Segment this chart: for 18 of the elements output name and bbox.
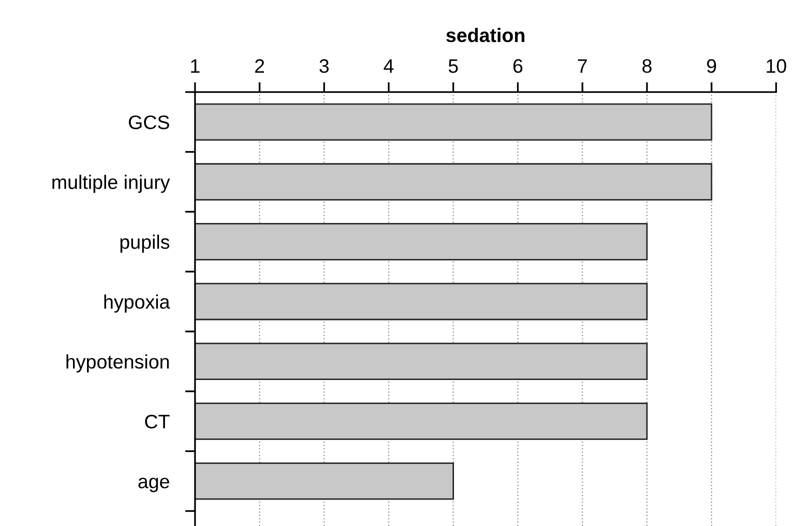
x-tick-label: 6: [513, 59, 522, 73]
x-tick-label: 7: [578, 59, 587, 73]
x-tick-label: 4: [384, 59, 394, 73]
x-tick-label: 9: [707, 59, 716, 73]
y-tick-label: hypotension: [66, 354, 169, 372]
x-tick-label: 3: [319, 59, 329, 73]
y-tick-label: age: [138, 478, 170, 492]
x-tick-label: 5: [448, 59, 458, 73]
y-tick-label: pupils: [120, 234, 170, 253]
x-tick-label: 1: [191, 59, 200, 73]
x-tick-label: 10: [766, 59, 786, 73]
y-tick-label: multiple injury: [52, 174, 170, 193]
y-tick-label: hypoxia: [104, 294, 170, 313]
x-tick-label: 2: [255, 59, 264, 73]
y-tick-label: GCS: [128, 115, 170, 130]
x-axis-title: sedation: [446, 28, 524, 42]
y-tick-label: CT: [145, 414, 170, 428]
x-tick-label: 8: [642, 59, 652, 73]
